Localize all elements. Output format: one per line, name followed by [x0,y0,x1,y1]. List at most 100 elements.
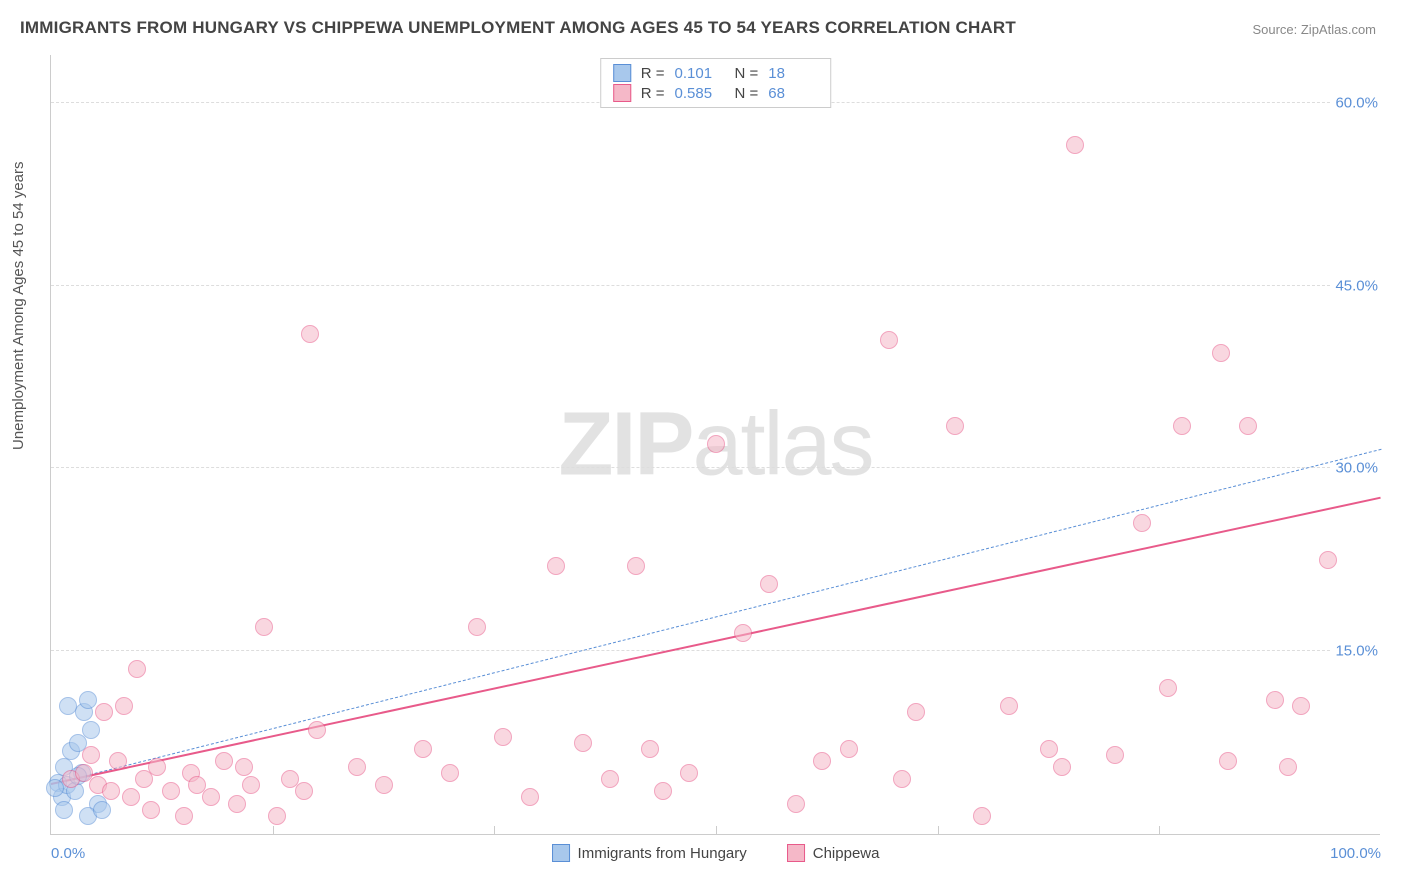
x-tick-mark [716,826,717,834]
data-point [59,697,77,715]
source-label: Source: ZipAtlas.com [1252,22,1376,37]
legend-swatch [787,844,805,862]
data-point [641,740,659,758]
data-point [547,557,565,575]
data-point [175,807,193,825]
data-point [840,740,858,758]
data-point [880,331,898,349]
legend-swatch [552,844,570,862]
x-tick-mark [1159,826,1160,834]
data-point [627,557,645,575]
legend-r-label: R = [641,85,665,102]
legend-r-label: R = [641,65,665,82]
data-point [734,624,752,642]
series-legend: Immigrants from Hungary Chippewa [552,844,880,862]
data-point [162,782,180,800]
data-point [348,758,366,776]
data-point [128,660,146,678]
data-point [654,782,672,800]
data-point [760,575,778,593]
data-point [308,721,326,739]
legend-swatch [613,84,631,102]
data-point [202,788,220,806]
data-point [1239,417,1257,435]
grid-line [51,650,1380,651]
x-tick-label: 0.0% [51,845,85,862]
data-point [907,703,925,721]
data-point [1133,514,1151,532]
data-point [680,764,698,782]
series-name: Immigrants from Hungary [578,845,747,862]
scatter-plot: ZIPatlas 15.0%30.0%45.0%60.0%0.0%100.0%R… [50,55,1380,835]
legend-n-value: 68 [768,85,818,102]
x-tick-label: 100.0% [1330,845,1381,862]
data-point [441,764,459,782]
data-point [1212,344,1230,362]
y-tick-label: 60.0% [1331,94,1382,111]
data-point [1000,697,1018,715]
y-tick-label: 45.0% [1331,277,1382,294]
data-point [215,752,233,770]
series-name: Chippewa [813,845,880,862]
data-point [235,758,253,776]
data-point [1266,691,1284,709]
data-point [242,776,260,794]
legend-n-label: N = [735,85,759,102]
data-point [1040,740,1058,758]
data-point [946,417,964,435]
stats-legend-row: R = 0.101 N = 18 [613,63,819,83]
data-point [1066,136,1084,154]
data-point [295,782,313,800]
data-point [893,770,911,788]
trend-line [51,449,1381,785]
y-tick-label: 15.0% [1331,643,1382,660]
data-point [268,807,286,825]
series-legend-item: Immigrants from Hungary [552,844,747,862]
data-point [109,752,127,770]
legend-r-value: 0.585 [675,85,725,102]
data-point [1173,417,1191,435]
data-point [115,697,133,715]
data-point [102,782,120,800]
data-point [707,435,725,453]
data-point [228,795,246,813]
legend-n-value: 18 [768,65,818,82]
watermark-bold: ZIP [558,394,692,494]
legend-r-value: 0.101 [675,65,725,82]
data-point [1319,551,1337,569]
x-tick-mark [273,826,274,834]
trend-line [51,497,1381,785]
y-tick-label: 30.0% [1331,460,1382,477]
data-point [148,758,166,776]
chart-title: IMMIGRANTS FROM HUNGARY VS CHIPPEWA UNEM… [20,18,1016,38]
data-point [301,325,319,343]
data-point [82,721,100,739]
data-point [255,618,273,636]
grid-line [51,467,1380,468]
stats-legend-row: R = 0.585 N = 68 [613,83,819,103]
data-point [1292,697,1310,715]
data-point [973,807,991,825]
data-point [494,728,512,746]
data-point [95,703,113,721]
data-point [414,740,432,758]
data-point [787,795,805,813]
x-tick-mark [938,826,939,834]
series-legend-item: Chippewa [787,844,880,862]
data-point [79,691,97,709]
legend-swatch [613,64,631,82]
data-point [55,801,73,819]
data-point [122,788,140,806]
data-point [521,788,539,806]
data-point [1159,679,1177,697]
data-point [375,776,393,794]
data-point [1053,758,1071,776]
data-point [93,801,111,819]
stats-legend: R = 0.101 N = 18 R = 0.585 N = 68 [600,58,832,108]
legend-n-label: N = [735,65,759,82]
data-point [1219,752,1237,770]
y-axis-label: Unemployment Among Ages 45 to 54 years [10,161,27,450]
data-point [468,618,486,636]
data-point [142,801,160,819]
x-tick-mark [494,826,495,834]
